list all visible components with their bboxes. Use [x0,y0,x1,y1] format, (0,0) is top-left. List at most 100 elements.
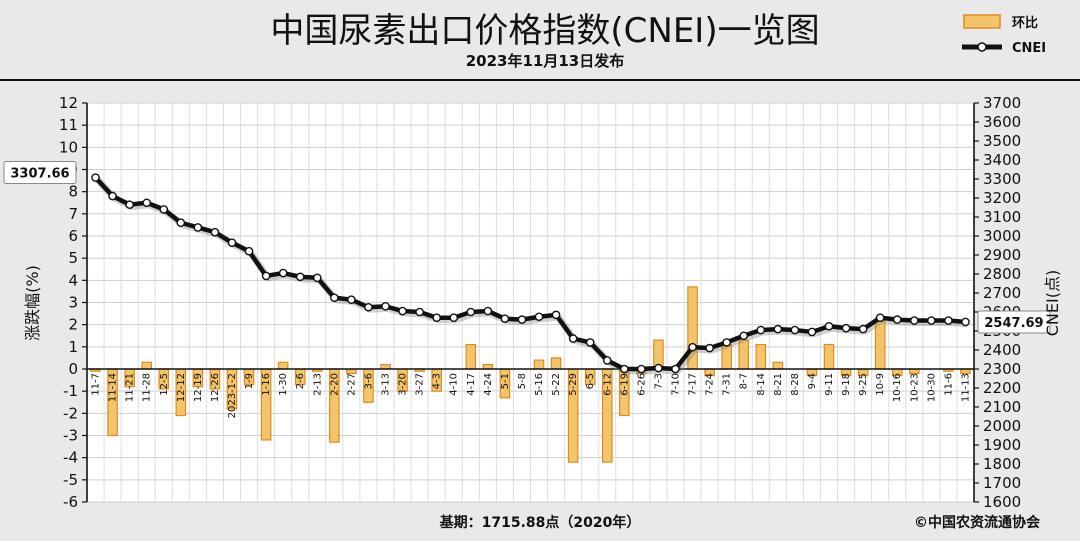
cnei-point [244,246,254,256]
y-left-tick-label: 2 [68,316,78,334]
cnei-point [500,314,510,323]
x-tick-label: 8-28 [790,373,801,396]
cnei-point [210,227,220,237]
cnei-point [449,313,459,323]
y-right-tick-label: 3600 [983,113,1021,131]
y-right-tick-label: 2000 [983,417,1021,435]
x-tick-label: 7-31 [722,373,733,396]
cnei-point [790,325,800,335]
x-tick-label: 1-16 [261,373,272,396]
y-left-tick-label: -2 [63,404,78,422]
cnei-point [585,338,595,347]
cnei-point [398,306,407,316]
x-tick-label: 2023-1-2 [227,373,238,418]
callout-box [977,310,1051,334]
cnei-point [278,268,288,278]
x-tick-label: 8-7 [739,373,750,389]
y-right-tick-label: 3100 [983,208,1021,226]
cnei-point [722,338,731,347]
y-right-tick-label: 3400 [983,151,1021,169]
bar [465,344,477,370]
cnei-point [312,273,322,283]
cnei-point [551,310,561,320]
y-left-tick-label: 10 [59,138,78,156]
x-tick-label: 7-3 [653,373,664,389]
x-tick-label: 3-13 [381,373,392,396]
bar [755,344,767,370]
cnei-point [381,301,390,311]
bar [738,339,750,370]
x-tick-label: 4-17 [466,373,477,396]
x-tick-label: 1-30 [278,373,289,396]
x-tick-label: 9-25 [858,373,869,396]
cnei-point [261,271,271,281]
y-right-tick-label: 3700 [983,94,1021,112]
x-tick-label: 7-10 [670,373,681,396]
bar [277,361,289,370]
y-left-tick-label: 4 [68,271,78,289]
x-tick-label: 6-19 [619,373,630,396]
x-tick-label: 5-29 [568,373,579,396]
x-tick-label: 3-6 [363,373,374,389]
x-tick-label: 11-28 [142,373,153,402]
cnei-point [534,312,544,322]
x-tick-label: 12-26 [210,373,221,402]
x-tick-label: 12-12 [176,373,187,402]
y-left-tick-label: -6 [63,493,78,511]
callout-box [3,161,77,185]
bar [772,361,784,370]
cnei-point [875,313,885,323]
x-tick-label: 4-24 [483,373,494,396]
x-tick-label: 6-5 [585,373,596,389]
legend-line-label: CNEI [1012,41,1046,56]
y-left-tick-label: 3 [68,294,78,312]
x-tick-label: 3-27 [415,373,426,396]
cnei-series [91,173,970,375]
x-tick-label: 12-5 [159,373,170,396]
x-tick-label: 5-22 [551,373,562,396]
cnei-point [193,223,203,232]
y-right-tick-label: 3000 [983,227,1021,245]
cnei-point [807,327,817,337]
cnei-point [91,173,100,182]
y-right-tick-label: 2300 [983,360,1021,378]
x-tick-label: 2-20 [329,373,340,396]
cnei-point [108,191,117,201]
x-tick-label: 11-7 [91,373,102,396]
cnei-point [671,364,680,374]
x-tick-label: 8-14 [756,373,767,396]
y-left-tick-label: -1 [63,382,78,400]
cnei-point [483,306,493,316]
bar [533,359,545,370]
cnei-point [568,334,578,343]
x-tick-label: 5-1 [500,373,511,389]
footer-copyright: ©中国农资流通协会 [914,514,1041,531]
cnei-point [159,205,169,214]
y-right-tick-label: 2400 [983,341,1021,359]
y-left-tick-label: 6 [68,227,78,245]
x-tick-label: 3-20 [398,373,409,396]
x-tick-label: 6-12 [602,373,613,396]
x-tick-label: 9-18 [841,373,852,396]
cnei-point [602,356,612,365]
footer-base: 基期：1715.88点（2020年） [440,514,641,531]
bar [550,357,562,370]
x-tick-label: 9-11 [824,373,835,396]
x-tick-label: 12-19 [193,373,204,402]
y-right-tick-label: 2100 [983,398,1021,416]
cnei-point [892,315,902,324]
x-tick-label: 1-9 [244,373,255,389]
x-tick-label: 5-16 [534,373,545,396]
x-tick-label: 8-21 [773,373,784,396]
x-tick-label: 4-10 [449,373,460,396]
cnei-point [466,307,476,317]
cnei-point [961,317,970,327]
chart-subtitle: 2023年11月13日发布 [466,52,625,70]
x-tick-label: 11-13 [960,373,971,402]
x-tick-label: 2-6 [295,373,306,389]
x-tick-label: 10-30 [926,373,937,402]
bar [141,361,152,370]
y-left-tick-label: 8 [68,183,78,201]
